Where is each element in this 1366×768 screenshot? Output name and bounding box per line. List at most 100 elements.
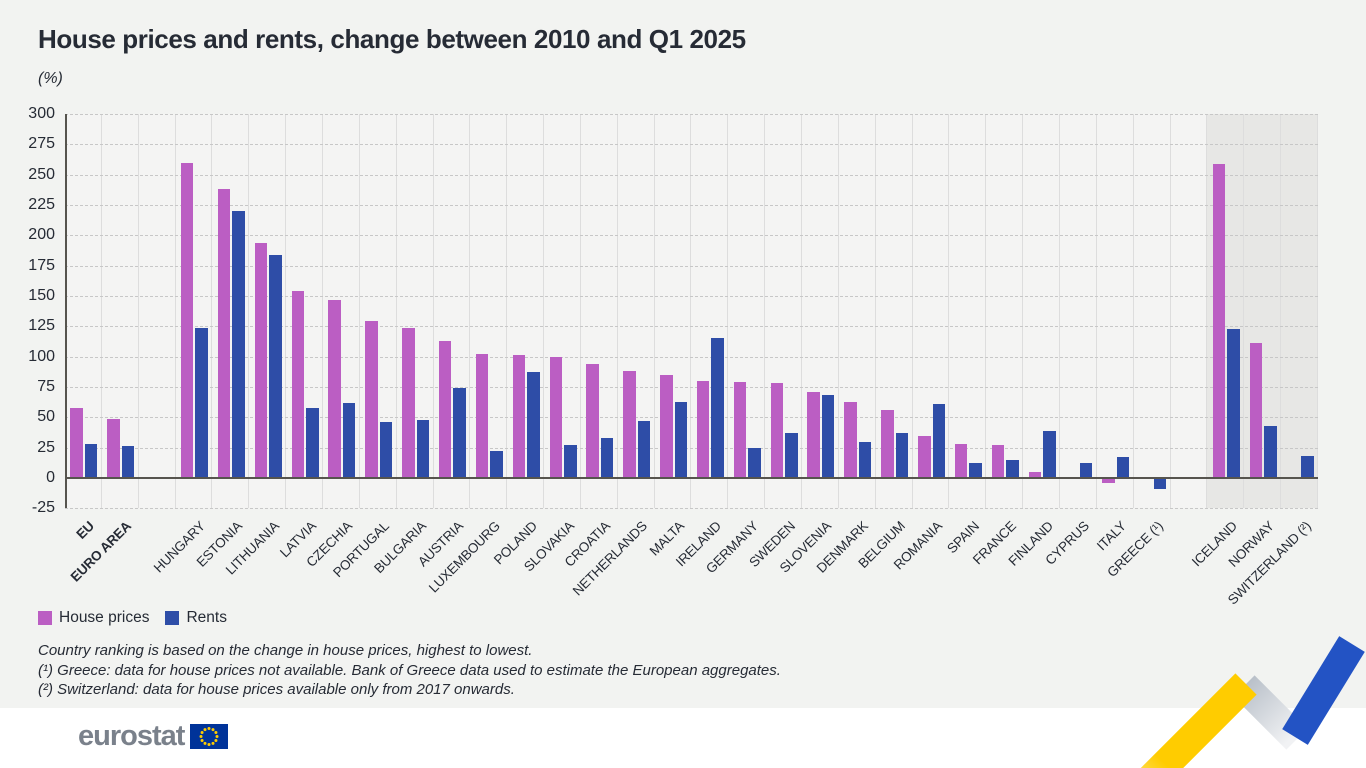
bar-house-prices <box>254 242 268 478</box>
bar-house-prices <box>1249 343 1263 478</box>
house-prices-swatch-icon <box>38 611 52 625</box>
y-axis-tick-label: 300 <box>28 105 55 122</box>
bar-rents <box>858 441 872 478</box>
bar-house-prices <box>402 327 415 478</box>
bar-rents <box>932 403 946 478</box>
country-column <box>913 114 950 508</box>
country-column <box>102 114 139 508</box>
bar-house-prices <box>1212 163 1226 478</box>
country-column <box>1097 114 1134 508</box>
bar-house-prices <box>365 321 378 478</box>
bar-house-prices <box>475 354 489 478</box>
footnote-line: (¹) Greece: data for house prices not av… <box>38 661 781 679</box>
footnotes: Country ranking is based on the change i… <box>38 641 781 700</box>
country-column <box>1207 114 1245 508</box>
y-axis-line <box>65 114 67 508</box>
y-axis-tick-label: 225 <box>28 195 55 213</box>
plot-area <box>65 114 1318 510</box>
footnote-line: Country ranking is based on the change i… <box>38 642 533 659</box>
gridline <box>65 295 1318 297</box>
country-column <box>1281 114 1318 508</box>
country-column <box>323 114 360 508</box>
bar-rents <box>195 327 208 478</box>
bar-house-prices <box>586 363 599 478</box>
legend-label-rents: Rents <box>186 609 227 626</box>
bar-house-prices <box>770 383 784 478</box>
y-axis-tick-label: 175 <box>28 256 55 274</box>
country-column <box>360 114 397 508</box>
bar-rents <box>232 211 245 478</box>
y-axis-tick-label: -25 <box>31 499 55 517</box>
bar-house-prices <box>438 340 452 478</box>
bar-rents <box>416 419 430 478</box>
country-column <box>581 114 618 508</box>
chart-title: House prices and rents, change between 2… <box>38 24 746 54</box>
bar-house-prices <box>881 410 894 478</box>
country-column <box>507 114 545 508</box>
y-axis-tick-label: 75 <box>37 377 55 395</box>
bar-rents <box>84 444 98 478</box>
bar-rents <box>379 422 393 478</box>
bar-house-prices <box>807 391 820 478</box>
y-axis-tick-label: 150 <box>28 286 55 304</box>
y-axis-tick-label: 125 <box>28 317 55 335</box>
bar-house-prices <box>328 299 341 478</box>
bar-rents <box>453 388 466 478</box>
country-column <box>65 114 102 508</box>
bar-house-prices <box>954 444 968 478</box>
country-column <box>765 114 803 508</box>
bar-house-prices <box>844 401 857 478</box>
legend-item-rents: Rents <box>165 609 227 627</box>
bar-rents <box>674 401 688 478</box>
legend-label-house-prices: House prices <box>59 609 150 626</box>
bar-rents <box>121 446 135 478</box>
bar-house-prices <box>623 371 636 478</box>
bar-rents <box>1079 463 1093 478</box>
bar-rents <box>969 463 982 478</box>
country-column <box>728 114 766 508</box>
bar-rents <box>269 254 282 478</box>
bar-house-prices <box>991 445 1005 478</box>
country-column <box>692 114 729 508</box>
bar-rents <box>342 402 356 478</box>
bar-house-prices <box>107 418 120 478</box>
bar-rents <box>748 447 761 478</box>
gridline <box>65 174 1318 176</box>
bar-rents <box>821 395 835 478</box>
gridline <box>65 508 1318 510</box>
y-axis-tick-label: 100 <box>28 347 55 365</box>
bar-rents <box>711 338 724 478</box>
bar-rents <box>1264 425 1277 478</box>
country-column <box>544 114 581 508</box>
bar-rents <box>1153 477 1167 489</box>
bar-house-prices <box>660 374 673 478</box>
country-column <box>1023 114 1061 508</box>
country-column <box>470 114 508 508</box>
legend-item-house-prices: House prices <box>38 609 149 627</box>
bar-house-prices <box>180 162 194 478</box>
legend: House prices Rents <box>38 609 227 627</box>
y-axis-tick-label: 0 <box>46 468 55 486</box>
y-axis-tick-label: 250 <box>28 165 55 183</box>
gridline <box>65 144 1318 146</box>
country-column <box>876 114 913 508</box>
eurostat-logo: eurostat <box>78 720 229 753</box>
gridline <box>65 265 1318 267</box>
bar-house-prices <box>512 355 526 478</box>
country-column <box>655 114 692 508</box>
bar-rents <box>895 433 909 478</box>
country-column <box>286 114 323 508</box>
rents-swatch-icon <box>165 611 180 625</box>
y-axis-tick-label: 275 <box>28 135 55 153</box>
gridline <box>65 326 1318 328</box>
bar-house-prices <box>918 435 931 478</box>
country-column <box>839 114 876 508</box>
eurostat-logo-text: eurostat <box>78 720 185 752</box>
footnote-line: (²) Switzerland: data for house prices a… <box>38 681 515 698</box>
gridline <box>65 447 1318 449</box>
country-column <box>986 114 1024 508</box>
bar-house-prices <box>217 189 231 478</box>
unit-label: (%) <box>38 70 63 87</box>
bar-house-prices <box>70 407 83 478</box>
eu-flag-icon <box>190 724 229 749</box>
